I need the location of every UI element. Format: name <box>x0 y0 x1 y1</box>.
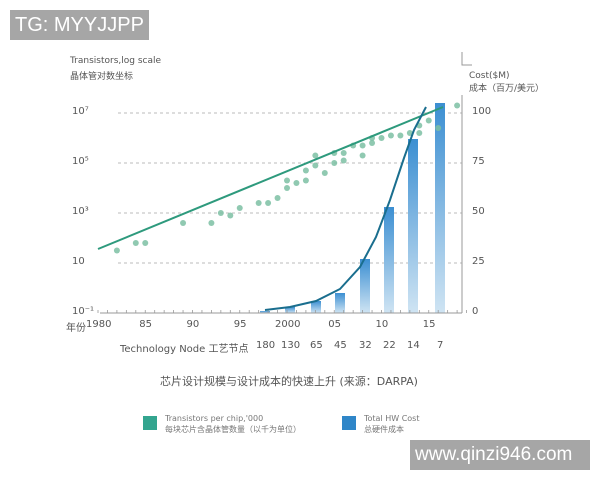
axes <box>97 52 472 314</box>
left-axis-label-en: Transistors,log scale <box>70 56 162 66</box>
right-tick: 75 <box>472 156 485 167</box>
left-tick: 10⁻¹ <box>72 306 95 317</box>
right-tick: 50 <box>472 206 485 217</box>
node-axis-label: Technology Node 工艺节点 <box>120 344 249 355</box>
chart-title: 芯片设计规模与设计成本的快速上升 (来源：DARPA) <box>160 375 418 388</box>
node-tick: 7 <box>437 340 444 351</box>
node-tick: 130 <box>281 340 301 351</box>
watermark-top-left: TG: MYYJJPP <box>10 10 149 40</box>
legend-item-cost: Total HW Cost 总硬件成本 <box>342 413 419 435</box>
legend-item-transistors: Transistors per chip,'000 每块芯片含晶体管数量（以千为… <box>143 413 301 435</box>
legend-label-zh: 总硬件成本 <box>364 425 404 434</box>
legend-swatch-transistors <box>143 416 157 430</box>
x-axis-label: 年份 <box>66 323 86 334</box>
transistor-points <box>113 102 461 254</box>
node-tick: 14 <box>407 340 420 351</box>
x-tick: 85 <box>139 319 152 330</box>
left-tick: 10⁵ <box>72 156 89 167</box>
left-axis-label-zh: 晶体管对数坐标 <box>70 72 134 82</box>
node-tick: 180 <box>256 340 276 351</box>
right-tick: 0 <box>472 306 479 317</box>
x-tick: 1980 <box>86 319 112 330</box>
right-tick: 100 <box>472 106 492 117</box>
node-tick: 45 <box>334 340 347 351</box>
legend-label-en: Transistors per chip,'000 <box>165 414 264 423</box>
node-tick: 22 <box>383 340 396 351</box>
trend-lines <box>97 106 444 311</box>
x-tick: 90 <box>186 319 200 330</box>
right-tick: 25 <box>472 256 485 267</box>
x-tick: 10 <box>375 319 389 330</box>
x-tick: 15 <box>422 319 436 330</box>
left-tick: 10⁷ <box>72 106 89 117</box>
x-tick: 05 <box>328 319 341 330</box>
cost-bars <box>260 103 445 313</box>
right-axis-label-en: Cost($M) <box>469 71 510 81</box>
x-tick: 95 <box>233 319 247 330</box>
legend-label-zh: 每块芯片含晶体管数量（以千为单位） <box>165 425 301 434</box>
right-axis-label-zh: 成本（百万/美元） <box>469 84 545 94</box>
node-tick: 65 <box>310 340 323 351</box>
node-tick: 32 <box>359 340 372 351</box>
left-tick: 10 <box>72 256 85 267</box>
watermark-bottom-right: www.qinzi946.com <box>410 440 590 470</box>
legend-label-en: Total HW Cost <box>364 414 420 423</box>
left-tick: 10³ <box>72 206 89 217</box>
x-tick: 2000 <box>275 319 301 330</box>
legend-swatch-cost <box>342 416 356 430</box>
